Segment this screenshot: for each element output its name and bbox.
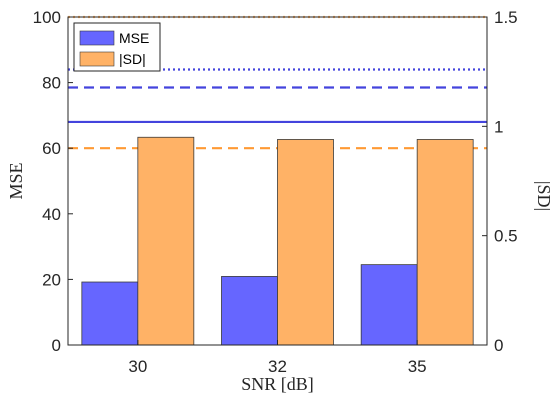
legend: MSE |SD| <box>73 22 161 72</box>
legend-label-mse: MSE <box>119 30 149 46</box>
left-tick-label-100: 100 <box>33 8 61 27</box>
left-tick-label-80: 80 <box>42 74 61 93</box>
left-tick-label-20: 20 <box>42 270 61 289</box>
legend-swatch-sd <box>79 51 115 67</box>
bars <box>81 136 474 346</box>
x-tick-label-35: 35 <box>408 357 427 376</box>
left-y-axis-title: MSE <box>6 162 26 199</box>
legend-label-sd: |SD| <box>119 51 146 67</box>
x-tick-label-30: 30 <box>128 357 147 376</box>
right-tick-label-1.5: 1.5 <box>494 8 518 27</box>
bar-sd-32 <box>277 139 334 346</box>
right-y-axis: 0 0.5 1 1.5 <box>482 8 518 355</box>
bar-sd-35 <box>416 139 474 346</box>
right-tick-label-1: 1 <box>494 117 503 136</box>
x-axis-title: SNR [dB] <box>241 374 314 394</box>
x-axis: 30 32 35 <box>128 340 427 376</box>
left-y-axis: 0 20 40 60 80 100 <box>33 8 73 355</box>
left-tick-label-0: 0 <box>52 336 61 355</box>
right-tick-label-0.5: 0.5 <box>494 227 518 246</box>
left-tick-label-40: 40 <box>42 205 61 224</box>
bar-sd-30 <box>137 136 195 346</box>
bar-mse-35 <box>360 264 418 346</box>
right-tick-label-0: 0 <box>494 336 503 355</box>
right-y-axis-title: |SD| <box>534 181 550 211</box>
x-tick-label-32: 32 <box>268 357 287 376</box>
bar-mse-30 <box>81 281 139 346</box>
legend-swatch-mse <box>79 30 115 46</box>
left-tick-label-60: 60 <box>42 139 61 158</box>
bar-mse-32 <box>221 276 278 346</box>
